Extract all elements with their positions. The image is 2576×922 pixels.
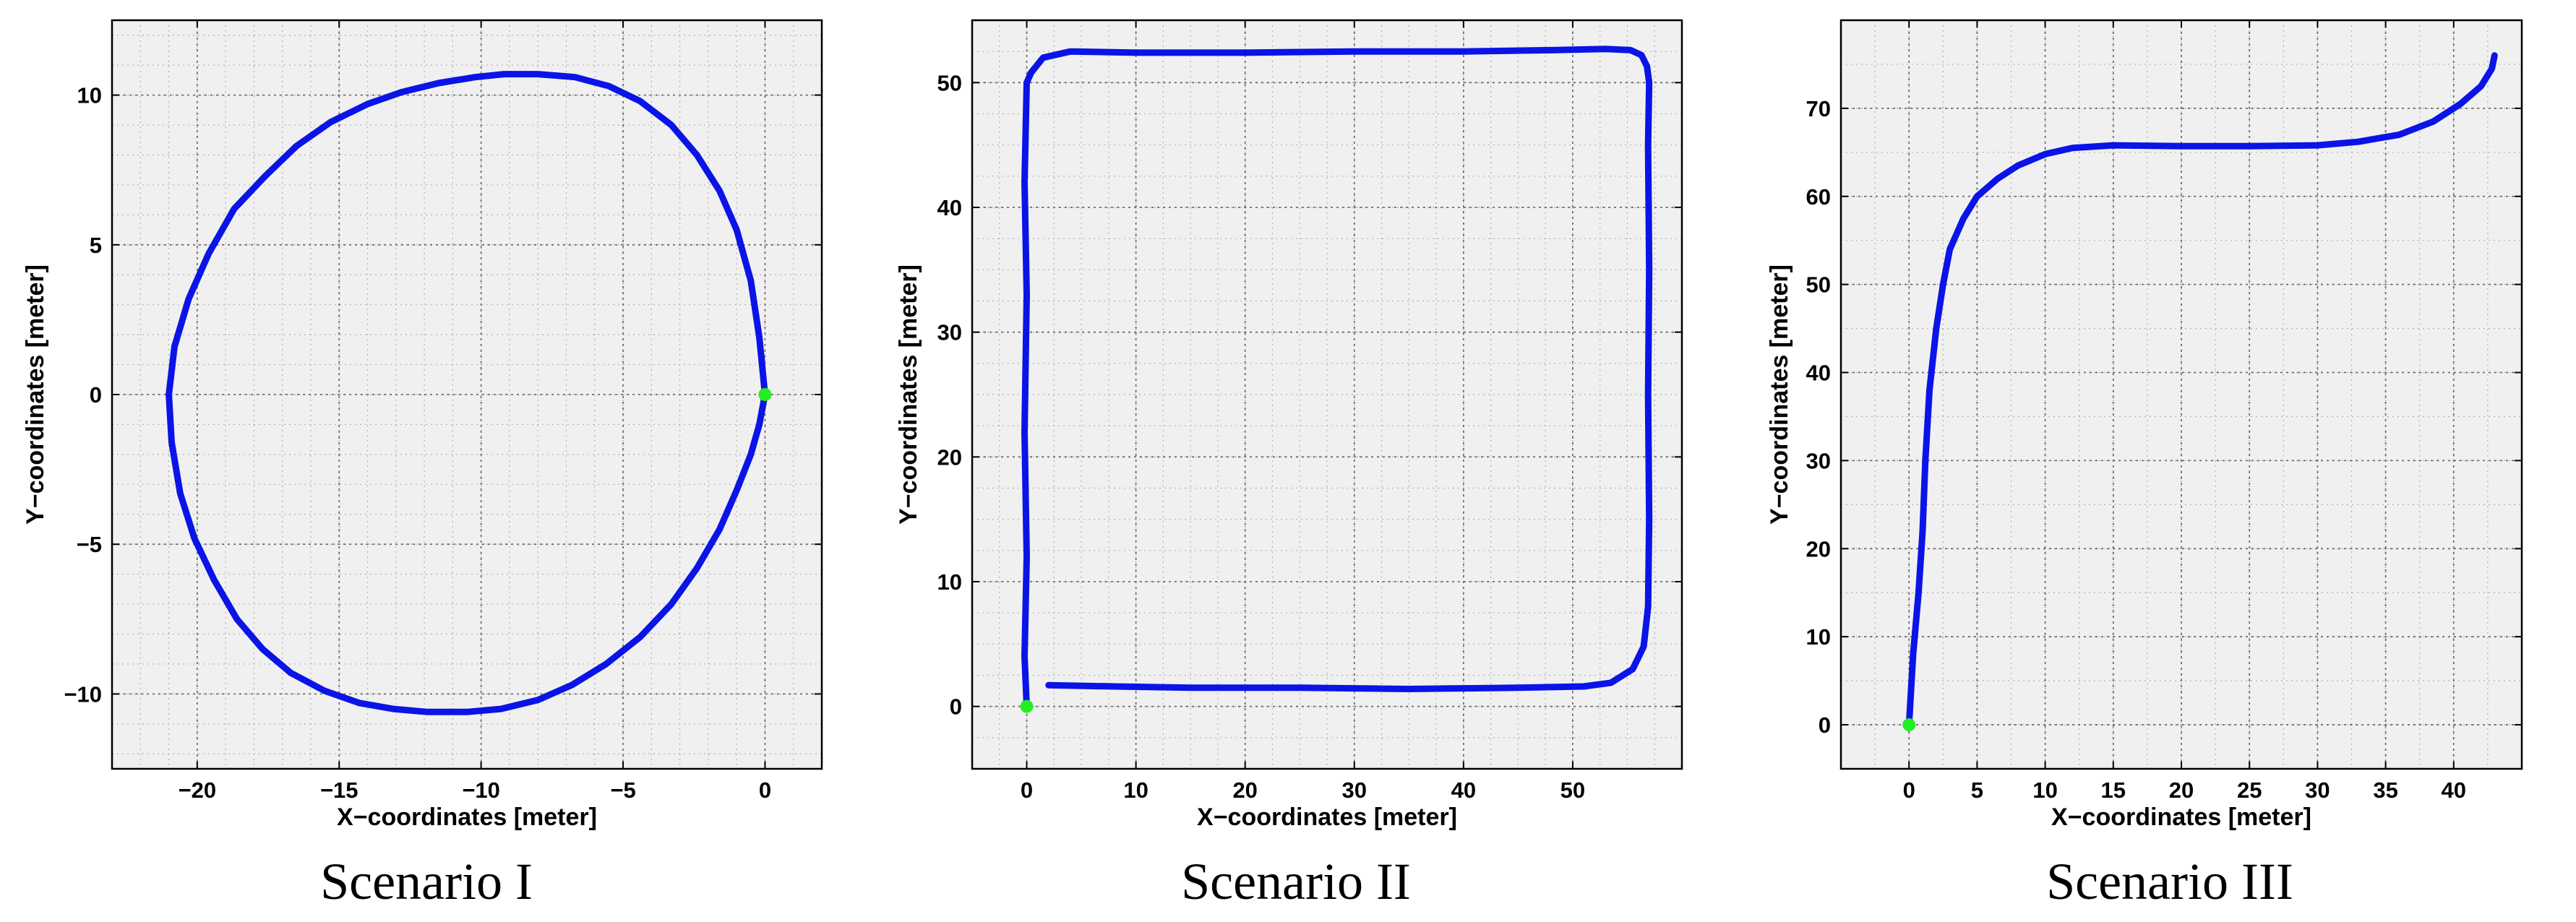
x-axis-label: X−coordinates [meter] <box>2051 803 2311 831</box>
y-tick-label: 0 <box>1819 712 1831 738</box>
x-tick-label: 0 <box>759 777 771 803</box>
y-tick-label: 50 <box>937 70 962 95</box>
y-tick-label: 40 <box>1806 361 1831 386</box>
x-tick-label: 20 <box>2169 777 2194 803</box>
x-axis-label: X−coordinates [meter] <box>1197 803 1457 831</box>
y-tick-label: 30 <box>1806 448 1831 473</box>
x-axis-label: X−coordinates [meter] <box>337 803 597 831</box>
x-tick-label: 30 <box>1342 777 1367 803</box>
y-tick-label: 20 <box>1806 536 1831 561</box>
y-tick-label: 5 <box>90 233 102 258</box>
y-tick-label: 70 <box>1806 96 1831 121</box>
x-tick-label: 20 <box>1232 777 1257 803</box>
major-grid <box>1841 20 2522 769</box>
x-tick-label: 30 <box>2305 777 2330 803</box>
major-grid <box>112 20 822 769</box>
y-axis-label: Y−coordinates [meter] <box>895 264 922 525</box>
y-tick-label: 10 <box>1806 624 1831 650</box>
y-tick-label: 40 <box>937 195 962 220</box>
y-tick-label: 50 <box>1806 272 1831 298</box>
x-tick-label: 10 <box>1123 777 1148 803</box>
x-tick-label: 40 <box>2442 777 2466 803</box>
x-tick-label: −5 <box>610 777 635 803</box>
start-point-marker <box>758 388 772 401</box>
scenario-caption: Scenario III <box>2046 853 2293 910</box>
y-axis-label: Y−coordinates [meter] <box>22 264 49 525</box>
axes-frame <box>111 19 823 770</box>
start-point-marker <box>1902 718 1916 732</box>
x-tick-label: 40 <box>1451 777 1476 803</box>
x-tick-label: −20 <box>179 777 217 803</box>
trajectory-line <box>1905 52 2498 728</box>
y-tick-label: 20 <box>937 444 962 470</box>
x-tick-label: 15 <box>2101 777 2126 803</box>
scenario-caption: Scenario I <box>320 853 533 910</box>
chart-panel-1: −20 −15 −10 −5 0 −10 −5 0 5 10 X−coordinates [mete… <box>22 19 823 910</box>
x-tick-label: 10 <box>2032 777 2057 803</box>
x-tick-label: 35 <box>2373 777 2397 803</box>
axes-frame <box>1839 19 2523 770</box>
y-tick-label: 0 <box>950 694 962 720</box>
x-tick-label: 50 <box>1560 777 1585 803</box>
x-tick-label: 0 <box>1021 777 1033 803</box>
y-tick-label: −5 <box>77 532 102 557</box>
x-tick-label: −10 <box>462 777 500 803</box>
chart-panel-3: 0 5 10 15 20 25 30 35 40 0 10 20 30 40 50 60 70 X−coordin… <box>1766 19 2523 910</box>
x-tick-label: 25 <box>2237 777 2262 803</box>
trajectory-line <box>1021 46 1653 710</box>
chart-panel-2: 0 10 20 30 40 50 0 10 20 30 40 50 X−coordinates [met… <box>895 19 1683 910</box>
y-tick-label: 30 <box>937 320 962 345</box>
start-point-marker <box>1020 699 1034 713</box>
x-tick-label: 5 <box>1971 777 1983 803</box>
axes-frame <box>971 19 1683 770</box>
y-tick-label: 10 <box>937 569 962 595</box>
y-tick-label: 10 <box>77 83 102 108</box>
y-axis-label: Y−coordinates [meter] <box>1766 264 1793 525</box>
trajectory-line <box>166 71 768 715</box>
y-tick-label: 0 <box>90 382 102 408</box>
major-grid <box>972 20 1682 769</box>
x-tick-label: 0 <box>1903 777 1915 803</box>
y-tick-label: 60 <box>1806 184 1831 210</box>
scenario-caption: Scenario II <box>1181 853 1411 910</box>
y-tick-label: −10 <box>64 681 102 707</box>
x-tick-label: −15 <box>320 777 359 803</box>
